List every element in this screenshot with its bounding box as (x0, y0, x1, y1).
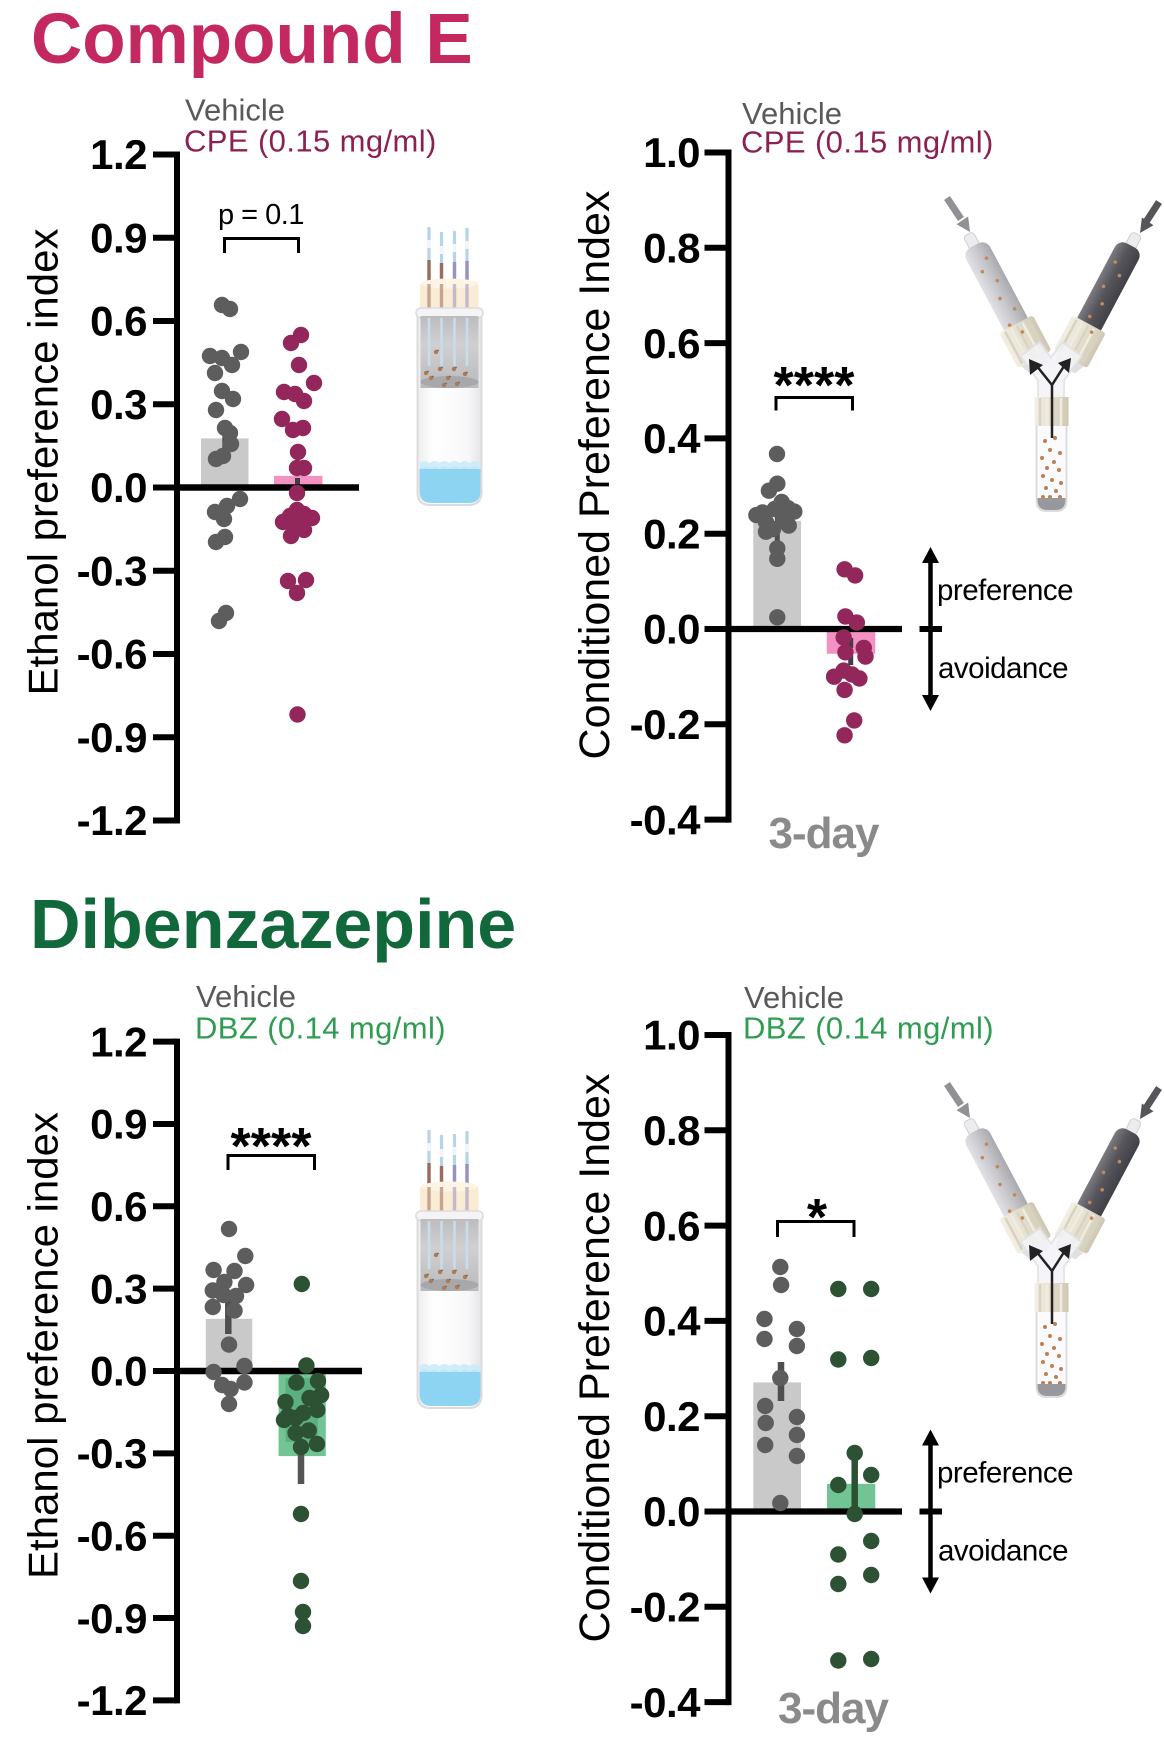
svg-text:-0.9: -0.9 (77, 1595, 147, 1642)
svg-text:-0.2: -0.2 (630, 701, 700, 748)
svg-text:Conditioned Preference Index: Conditioned Preference Index (571, 1073, 619, 1642)
svg-text:-0.9: -0.9 (77, 714, 147, 761)
svg-text:Dibenzazepine: Dibenzazepine (30, 885, 516, 963)
svg-text:p = 0.1: p = 0.1 (218, 199, 304, 231)
svg-text:-0.2: -0.2 (630, 1584, 700, 1631)
svg-text:-0.6: -0.6 (77, 631, 147, 678)
svg-text:preference: preference (937, 574, 1073, 607)
svg-text:-0.6: -0.6 (77, 1512, 147, 1559)
svg-text:Ethanol preference index: Ethanol preference index (20, 1112, 67, 1579)
svg-text:-1.2: -1.2 (77, 1677, 147, 1724)
svg-text:0.6: 0.6 (90, 1183, 147, 1230)
svg-text:Compound E: Compound E (31, 0, 473, 79)
svg-text:0.8: 0.8 (643, 1107, 700, 1154)
svg-text:1.0: 1.0 (643, 1012, 700, 1059)
svg-text:0.8: 0.8 (643, 225, 700, 272)
svg-text:*: * (807, 1189, 828, 1247)
svg-text:0.9: 0.9 (90, 1101, 147, 1148)
svg-text:3-day: 3-day (769, 809, 880, 858)
svg-text:Vehicle: Vehicle (196, 979, 296, 1014)
svg-text:1.0: 1.0 (643, 129, 700, 176)
svg-text:3-day: 3-day (778, 1684, 889, 1733)
svg-text:avoidance: avoidance (938, 652, 1068, 685)
svg-text:0.2: 0.2 (643, 1393, 700, 1440)
svg-text:0.4: 0.4 (643, 1298, 701, 1345)
svg-text:0.4: 0.4 (643, 415, 701, 462)
svg-text:preference: preference (937, 1457, 1073, 1490)
svg-text:0.0: 0.0 (90, 464, 147, 511)
svg-text:avoidance: avoidance (938, 1535, 1068, 1568)
svg-text:Conditioned Preference Index: Conditioned Preference Index (571, 190, 619, 759)
svg-text:1.2: 1.2 (90, 1018, 147, 1065)
svg-text:0.9: 0.9 (90, 214, 147, 261)
svg-text:****: **** (774, 357, 856, 415)
svg-text:-0.3: -0.3 (77, 1430, 147, 1477)
svg-text:-0.4: -0.4 (630, 796, 702, 843)
svg-text:0.0: 0.0 (90, 1348, 147, 1395)
svg-text:CPE (0.15 mg/ml): CPE (0.15 mg/ml) (741, 125, 994, 160)
svg-text:0.3: 0.3 (90, 1265, 147, 1312)
svg-text:0.6: 0.6 (90, 298, 147, 345)
svg-text:-0.4: -0.4 (630, 1679, 702, 1726)
svg-text:1.2: 1.2 (90, 131, 147, 178)
svg-text:Ethanol preference index: Ethanol preference index (20, 229, 67, 696)
svg-text:0.0: 0.0 (643, 1488, 700, 1535)
svg-text:0.0: 0.0 (643, 606, 700, 653)
svg-text:-0.3: -0.3 (77, 547, 147, 594)
svg-text:DBZ (0.14 mg/ml): DBZ (0.14 mg/ml) (743, 1011, 994, 1046)
svg-text:0.2: 0.2 (643, 510, 700, 557)
svg-text:0.3: 0.3 (90, 381, 147, 428)
svg-text:CPE (0.15 mg/ml): CPE (0.15 mg/ml) (184, 124, 437, 159)
svg-text:DBZ (0.14 mg/ml): DBZ (0.14 mg/ml) (195, 1011, 446, 1046)
svg-text:Vehicle: Vehicle (185, 93, 285, 128)
svg-text:0.6: 0.6 (643, 1202, 700, 1249)
svg-text:0.6: 0.6 (643, 320, 700, 367)
svg-text:****: **** (231, 1118, 313, 1176)
svg-text:-1.2: -1.2 (77, 797, 147, 844)
svg-text:Vehicle: Vehicle (744, 980, 844, 1015)
svg-text:Vehicle: Vehicle (742, 96, 842, 131)
